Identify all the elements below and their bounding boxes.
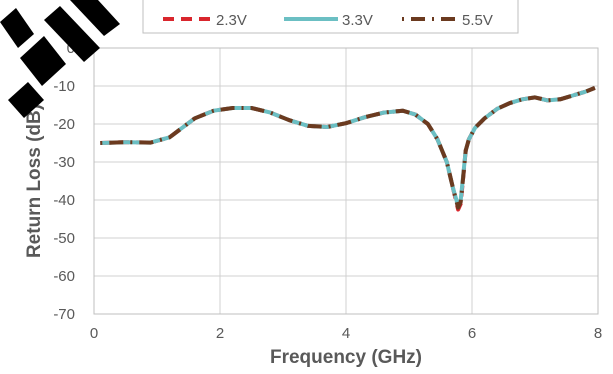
watermark-strokes	[0, 0, 120, 118]
y-tick-label: -50	[53, 230, 75, 247]
y-tick-label: -20	[53, 116, 75, 133]
series-line-2-3v	[100, 86, 596, 212]
y-tick-label: -70	[53, 306, 75, 323]
watermark-bar-1	[0, 8, 34, 48]
x-tick-label: 4	[342, 325, 350, 342]
legend: 2.3V 3.3V 5.5V	[142, 0, 519, 34]
x-axis-title: Frequency (GHz)	[270, 347, 422, 368]
watermark-bar-2	[20, 36, 66, 86]
x-tick-label: 2	[216, 325, 224, 342]
y-tick-label: -60	[53, 268, 75, 285]
y-tick-label: -40	[53, 192, 75, 209]
y-tick-label: 0	[67, 40, 75, 57]
watermark-bar-3	[44, 6, 100, 62]
legend-label-3-3v: 3.3V	[342, 12, 373, 29]
legend-label-5-5v: 5.5V	[462, 12, 493, 29]
y-axis-title: Return Loss (dB)	[24, 104, 45, 258]
watermark-bar-4	[70, 0, 120, 36]
x-tick-label: 0	[90, 325, 98, 342]
watermark-bar-5	[8, 82, 44, 118]
x-tick-labels: 0 2 4 6 8	[90, 325, 602, 342]
legend-frame	[142, 0, 519, 34]
series-line-3-3v	[100, 86, 596, 208]
series-lines	[100, 86, 596, 212]
x-tick-label: 8	[594, 325, 602, 342]
y-tick-label: -30	[53, 154, 75, 171]
legend-label-2-3v: 2.3V	[216, 12, 247, 29]
series-line-5-5v	[100, 86, 596, 210]
y-tick-label: -10	[53, 78, 75, 95]
x-tick-label: 6	[468, 325, 476, 342]
plot-area	[93, 47, 599, 315]
gridlines	[93, 47, 599, 315]
y-tick-labels: 0 -10 -20 -30 -40 -50 -60 -70	[53, 40, 75, 323]
